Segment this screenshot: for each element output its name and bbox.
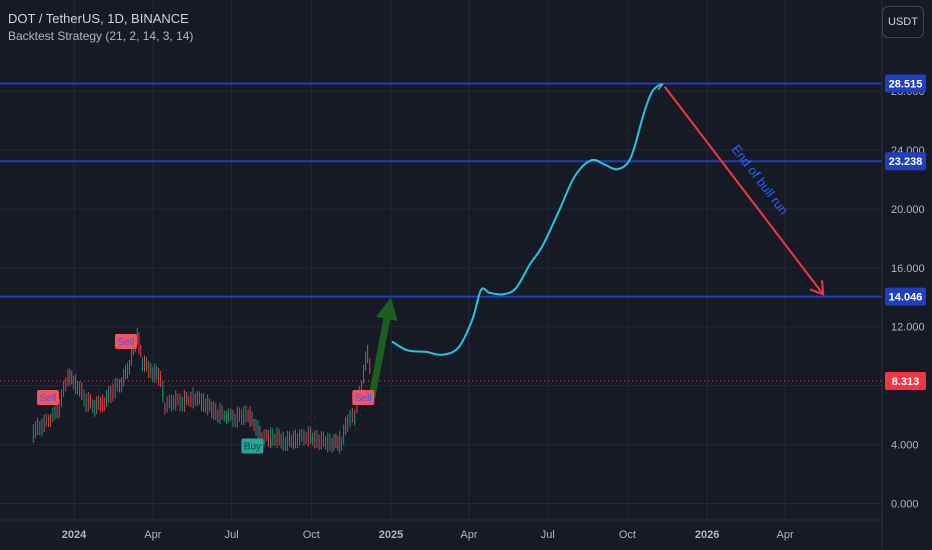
price-tag-label: 23.238 [889,156,923,168]
signal-box [352,389,375,405]
y-tick-label: 0.000 [891,499,919,511]
level-price-tag: 23.238 [885,152,926,171]
x-tick-label: 2025 [379,529,403,541]
signal-box [114,333,137,349]
y-tick-label: 12.000 [891,322,925,334]
price-tag-label: 28.515 [889,78,923,90]
y-tick-label: 16.000 [891,263,925,275]
x-tick-label: Apr [144,529,161,541]
chart-header: DOT / TetherUS, 1D, BINANCE Backtest Str… [8,10,193,45]
annotation-text[interactable]: End of bull run [729,142,792,218]
x-tick-label: Jul [541,529,555,541]
red-arrow[interactable] [663,86,824,295]
y-tick-label: 20.000 [891,204,925,216]
x-tick-label: Jul [225,529,239,541]
red-arrowhead [809,280,825,296]
level-price-tag: 28.515 [885,74,926,93]
sell-signal: Sell [352,389,375,405]
x-tick-label: Apr [460,529,477,541]
signal-box [37,389,60,405]
price-tag-label: 8.313 [892,376,920,388]
price-tag-label: 14.046 [889,292,923,304]
x-tick-label: 2024 [62,529,87,541]
sell-signal: Sell [37,389,60,405]
horizontal-levels[interactable] [0,82,882,382]
price-tag-box [885,152,926,171]
x-tick-label: Oct [619,529,636,541]
price-tag-box [885,372,926,391]
projection-peak-mark [657,83,664,91]
currency-button[interactable]: USDT [882,6,924,38]
price-tag-box [885,287,926,306]
x-tick-label: Oct [303,529,320,541]
buy-signal: Buy [241,438,264,454]
grid [0,0,882,520]
strategy-label[interactable]: Backtest Strategy (21, 2, 14, 3, 14) [8,29,194,43]
signal-label: Sell [40,393,57,404]
series [32,82,664,454]
sell-signal: Sell [114,333,137,349]
signal-box [241,438,264,454]
x-tick-label: 2026 [695,529,719,541]
last-price-tag: 8.313 [885,372,926,391]
projection-line [391,82,663,356]
drawings[interactable]: End of bull run Sell Sell Buy Sell [37,86,825,454]
price-tags: 28.515 23.238 14.046 8.313 [885,74,926,391]
green-arrow[interactable] [368,297,398,399]
signal-label: Sell [118,337,135,348]
signal-label: Buy [244,442,261,453]
y-tick-label: 4.000 [891,440,919,452]
symbol-title[interactable]: DOT / TetherUS, 1D, BINANCE [8,11,189,26]
price-tag-box [885,74,926,93]
level-price-tag: 14.046 [885,287,926,306]
x-tick-label: Apr [777,529,794,541]
signal-label: Sell [355,393,372,404]
